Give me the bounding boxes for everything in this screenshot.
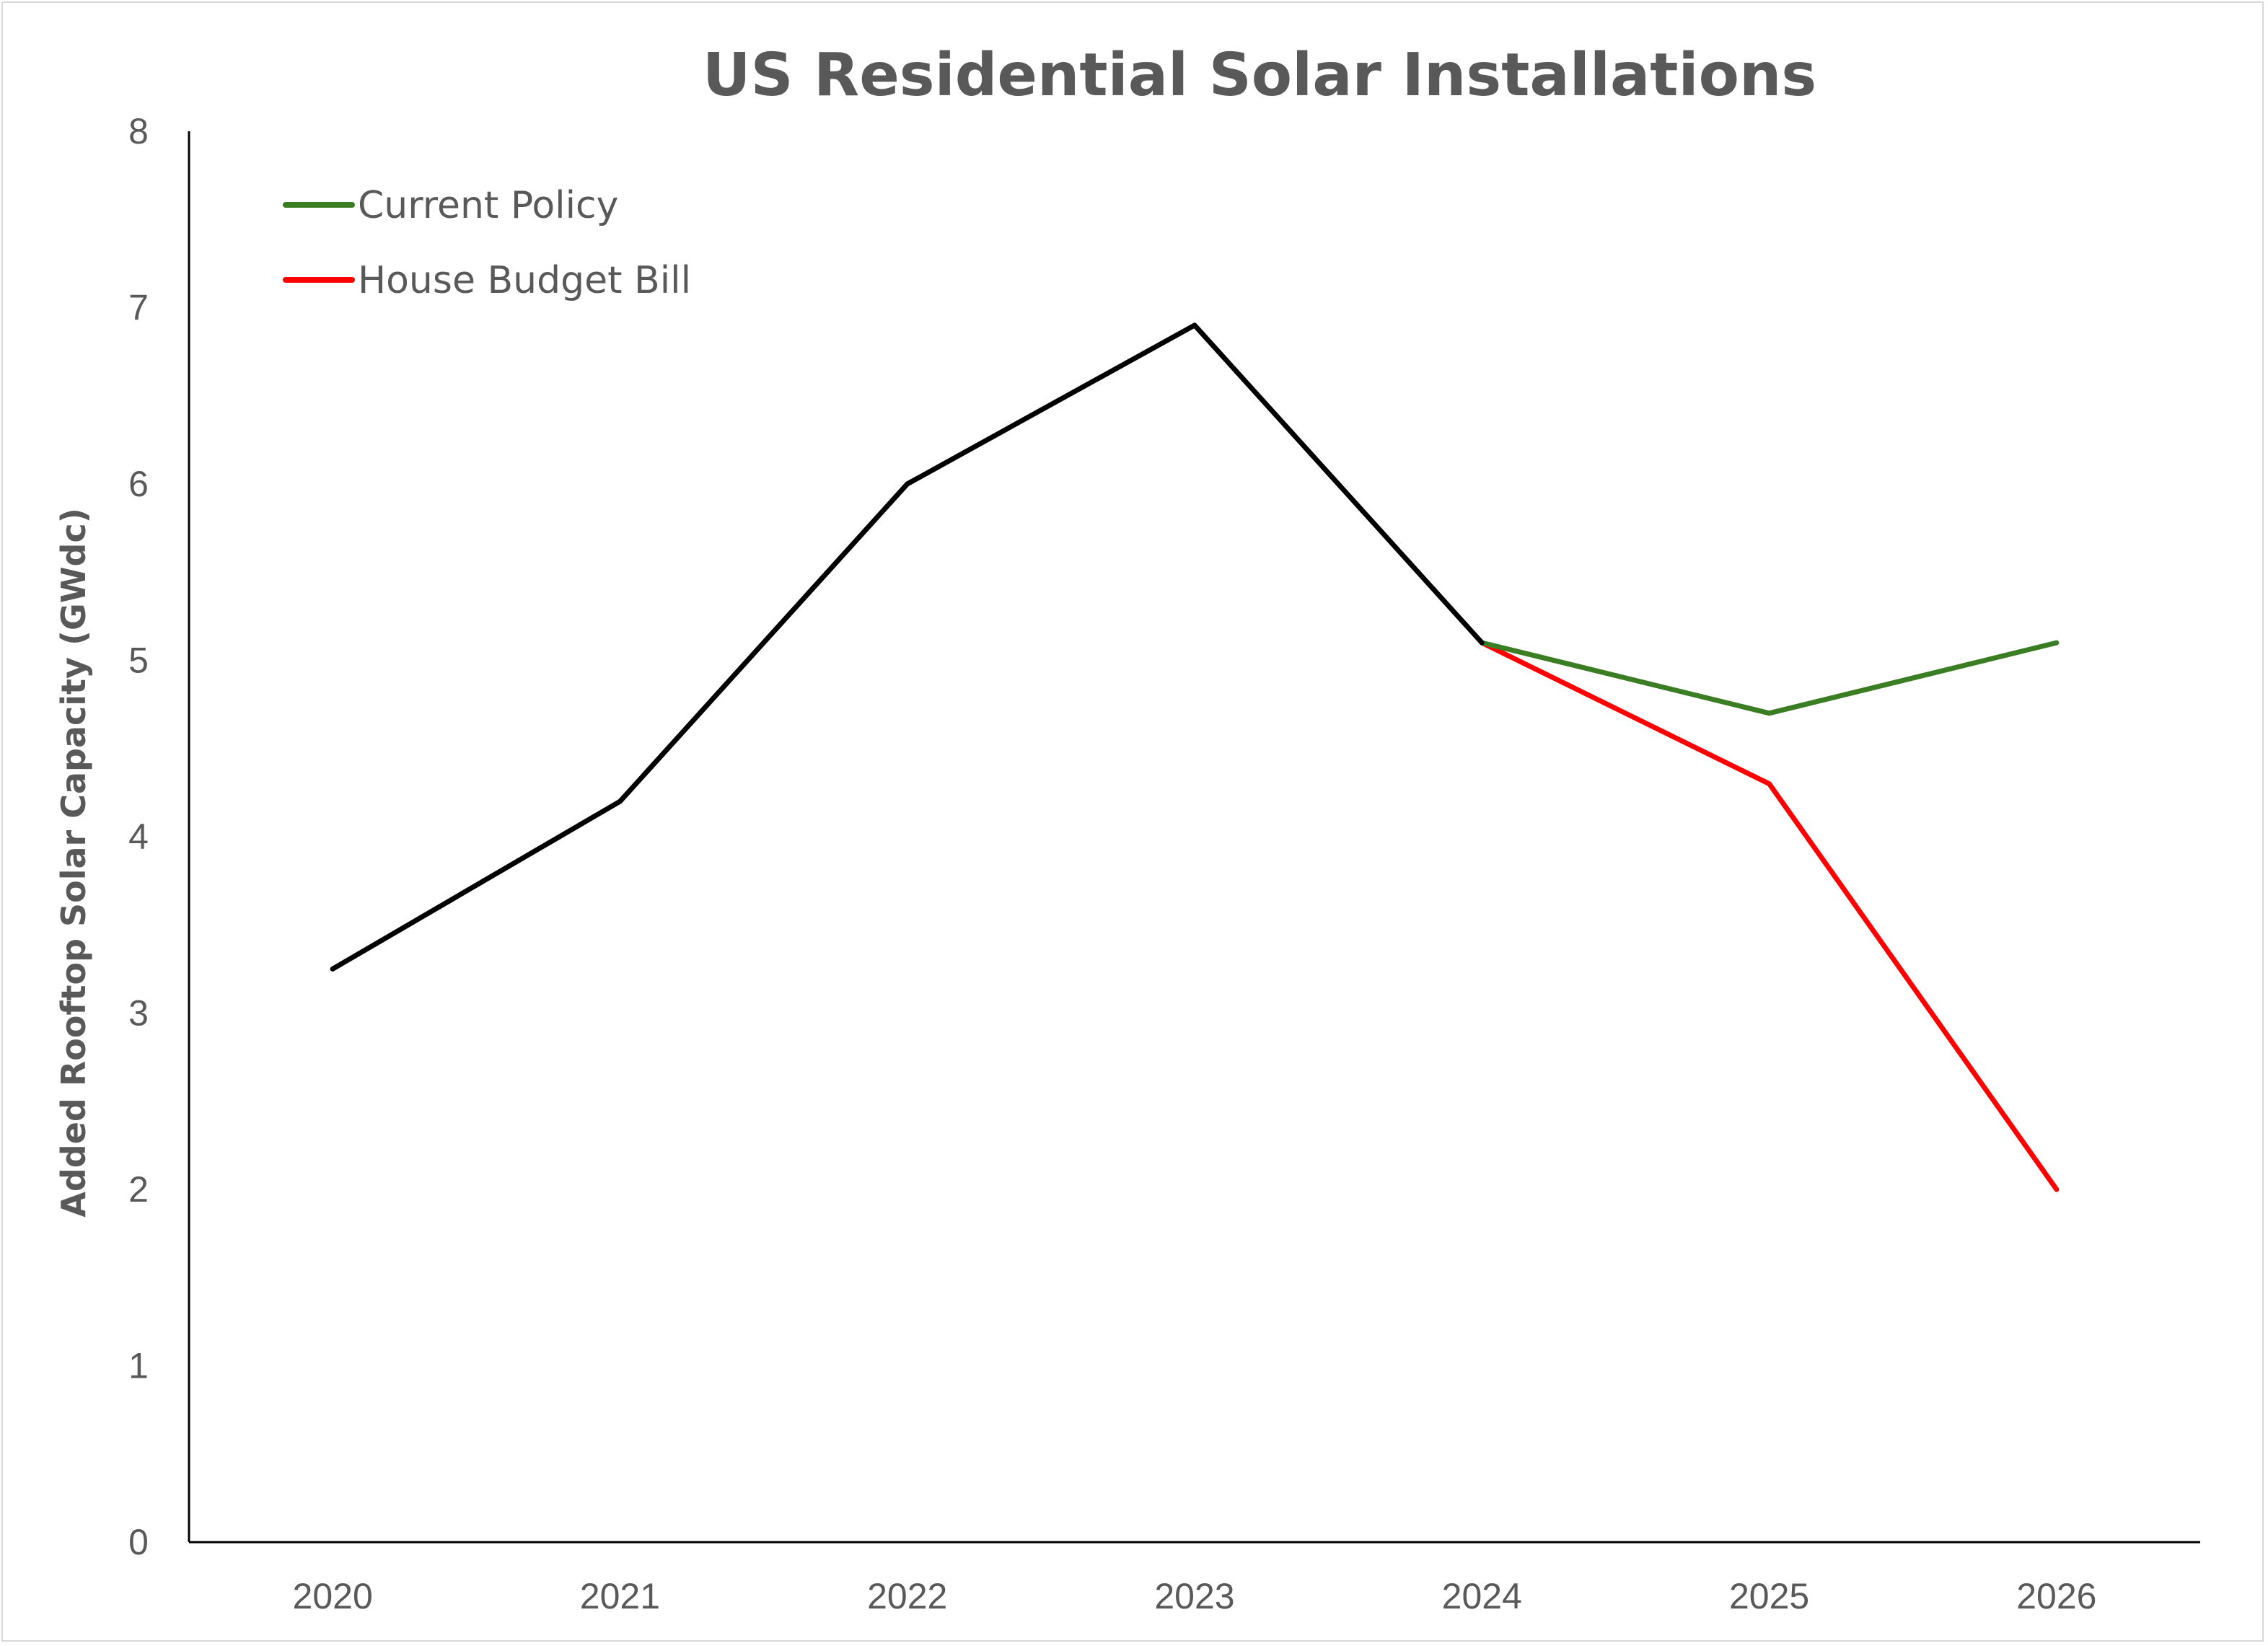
y-tick-labels: 0 1 2 3 4 5 6 7 8 [128, 111, 149, 1562]
series-line-historical [330, 322, 1485, 972]
x-tick-label: 2024 [1442, 1576, 1522, 1616]
y-tick-label: 7 [128, 288, 149, 328]
series-line-house-budget-bill [1479, 640, 2060, 1192]
x-tick-labels: 2020 2021 2022 2023 2024 2025 2026 [293, 1576, 2097, 1616]
x-tick-label: 2021 [580, 1576, 660, 1616]
y-tick-label: 4 [128, 817, 149, 857]
y-tick-label: 5 [128, 641, 149, 681]
y-axis-title: Added Rooftop Solar Capacity (GWdc) [54, 508, 93, 1218]
x-tick-label: 2022 [867, 1576, 947, 1616]
legend: Current Policy House Budget Bill [283, 184, 691, 302]
x-tick-label: 2020 [293, 1576, 373, 1616]
y-tick-label: 3 [128, 993, 149, 1034]
y-tick-label: 6 [128, 464, 149, 504]
series-line-current-policy [1479, 640, 2060, 716]
y-tick-label: 1 [128, 1346, 149, 1386]
x-tick-label: 2025 [1729, 1576, 1809, 1616]
x-tick-label: 2023 [1154, 1576, 1234, 1616]
y-tick-label: 2 [128, 1169, 149, 1210]
legend-label: House Budget Bill [358, 259, 691, 302]
x-tick-label: 2026 [2016, 1576, 2096, 1616]
y-tick-label: 0 [128, 1522, 149, 1562]
chart-title: US Residential Solar Installations [703, 41, 1816, 110]
series-lines [330, 322, 2060, 1192]
y-tick-label: 8 [128, 111, 149, 151]
legend-label: Current Policy [358, 184, 618, 227]
